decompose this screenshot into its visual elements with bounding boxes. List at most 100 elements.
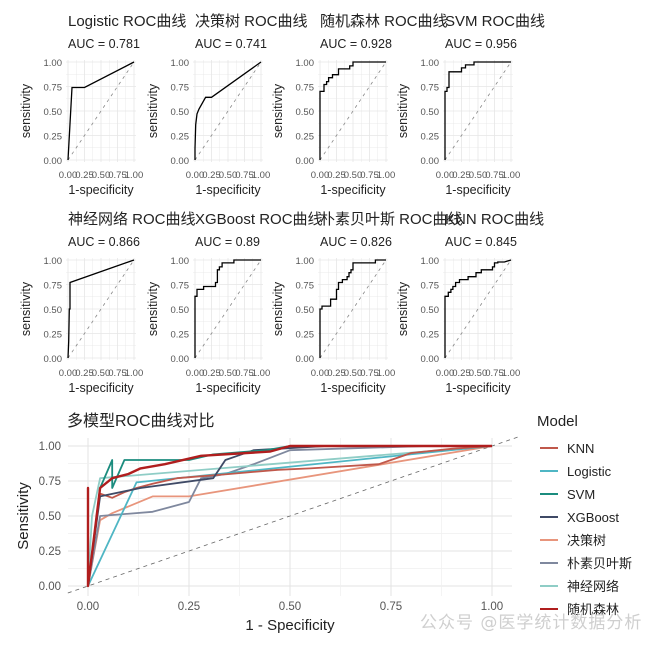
reference-diagonal <box>67 259 135 359</box>
main-x-tick-label: 0.75 <box>380 601 402 613</box>
x-tick-label: 0.50 <box>344 368 363 379</box>
x-tick-label: 0.75 <box>485 368 504 379</box>
y-tick-label: 0.25 <box>421 132 440 143</box>
x-tick-label: 0.50 <box>469 368 488 379</box>
x-tick-label: 0.00 <box>311 368 330 379</box>
roc-curve-2 <box>87 445 492 587</box>
y-tick-label: 0.00 <box>44 156 63 167</box>
roc-curve <box>194 259 261 358</box>
x-tick-label: 0.75 <box>235 170 254 181</box>
panel-auc: AUC = 0.741 <box>195 37 267 51</box>
x-tick-label: 0.75 <box>485 170 504 181</box>
legend-item: SVM <box>540 487 595 502</box>
y-tick-label: 1.00 <box>296 58 315 69</box>
x-tick-label: 0.25 <box>327 170 346 181</box>
panel-title: 随机森林 ROC曲线 <box>320 13 448 30</box>
x-tick-label: 0.25 <box>75 170 94 181</box>
x-tick-label: 0.00 <box>59 368 78 379</box>
roc-curve-0 <box>87 445 493 587</box>
y-tick-label: 0.75 <box>421 281 440 292</box>
legend-title: Model <box>537 413 578 430</box>
panel-auc: AUC = 0.781 <box>68 37 140 51</box>
y-tick-label: 1.00 <box>421 256 440 267</box>
x-tick-label: 0.00 <box>436 170 455 181</box>
legend-label: 神经网络 <box>567 579 619 594</box>
y-tick-label: 0.25 <box>44 132 63 143</box>
panel-auc: AUC = 0.89 <box>195 235 260 249</box>
main-axes: 0.00 0.25 0.50 0.75 1.00 0.00 0.25 0.50 0.75 1.00 <box>39 441 504 613</box>
roc-curve <box>319 61 386 160</box>
panel-auc: AUC = 0.928 <box>320 37 392 51</box>
panel-title: Logistic ROC曲线 <box>68 13 186 30</box>
y-axis-label: sensitivity <box>271 83 285 138</box>
panel-title: KNN ROC曲线 <box>445 211 544 228</box>
y-tick-label: 0.75 <box>44 83 63 94</box>
roc-curve-1 <box>87 445 493 587</box>
legend-item: 朴素贝叶斯 <box>540 556 632 571</box>
y-tick-label: 1.00 <box>44 58 63 69</box>
y-axis-label: sensitivity <box>396 83 410 138</box>
y-tick-label: 1.00 <box>171 256 190 267</box>
y-tick-label: 0.75 <box>171 83 190 94</box>
reference-diagonal <box>319 259 387 359</box>
y-tick-label: 0.50 <box>171 107 190 118</box>
y-tick-label: 1.00 <box>44 256 63 267</box>
roc-curve-3 <box>87 445 492 587</box>
y-tick-label: 0.25 <box>171 132 190 143</box>
reference-diagonal <box>444 259 512 359</box>
x-tick-label: 0.00 <box>186 170 205 181</box>
legend-label: 决策树 <box>567 533 606 548</box>
x-tick-label: 0.50 <box>92 170 111 181</box>
y-tick-label: 0.50 <box>296 305 315 316</box>
x-tick-label: 0.25 <box>202 170 221 181</box>
x-axis-label: 1-specificity <box>195 381 261 395</box>
main-comparison-chart: 多模型ROC曲线对比 0.000.250.500.751.000.00 0.25 0… <box>15 412 632 634</box>
x-tick-label: 0.50 <box>344 170 363 181</box>
legend-label: Logistic <box>567 464 612 479</box>
legend-item: 随机森林 <box>540 602 619 617</box>
panel-title: SVM ROC曲线 <box>445 13 545 30</box>
panel-title: 神经网络 ROC曲线 <box>68 211 196 228</box>
x-tick-label: 1.00 <box>502 170 521 181</box>
y-axis-label: sensitivity <box>19 281 33 336</box>
x-tick-label: 0.00 <box>186 368 205 379</box>
y-tick-label: 0.00 <box>421 354 440 365</box>
reference-diagonal <box>67 61 135 161</box>
y-tick-label: 0.25 <box>171 330 190 341</box>
legend-label: KNN <box>567 441 594 456</box>
x-tick-label: 0.25 <box>75 368 94 379</box>
legend-item: KNN <box>540 441 594 456</box>
main-gridlines <box>67 435 521 596</box>
y-tick-label: 0.00 <box>171 354 190 365</box>
y-tick-label: 0.25 <box>44 330 63 341</box>
x-tick-label: 0.25 <box>202 368 221 379</box>
x-tick-label: 0.25 <box>452 170 471 181</box>
main-x-tick-label: 0.25 <box>178 601 200 613</box>
y-tick-label: 0.75 <box>171 281 190 292</box>
x-tick-label: 0.00 <box>436 368 455 379</box>
x-tick-label: 1.00 <box>252 170 271 181</box>
y-tick-label: 0.50 <box>421 107 440 118</box>
y-tick-label: 0.50 <box>421 305 440 316</box>
x-tick-label: 1.00 <box>252 368 271 379</box>
legend-item: Logistic <box>540 464 612 479</box>
y-tick-label: 0.25 <box>421 330 440 341</box>
main-x-tick-label: 0.50 <box>279 601 301 613</box>
y-axis-label: sensitivity <box>271 281 285 336</box>
x-tick-label: 0.75 <box>360 170 379 181</box>
main-y-tick-label: 0.75 <box>39 476 61 488</box>
x-axis-label: 1-specificity <box>445 183 511 197</box>
roc-curve <box>67 61 135 161</box>
legend: Model KNN Logistic SVM XGBoost 决策树朴素贝叶斯神经网络随… <box>537 413 632 617</box>
x-axis-label: 1-specificity <box>68 381 134 395</box>
x-tick-label: 0.00 <box>59 170 78 181</box>
y-tick-label: 0.00 <box>44 354 63 365</box>
x-tick-label: 0.50 <box>469 170 488 181</box>
x-axis-label: 1-specificity <box>445 381 511 395</box>
main-y-tick-label: 0.00 <box>39 581 61 593</box>
